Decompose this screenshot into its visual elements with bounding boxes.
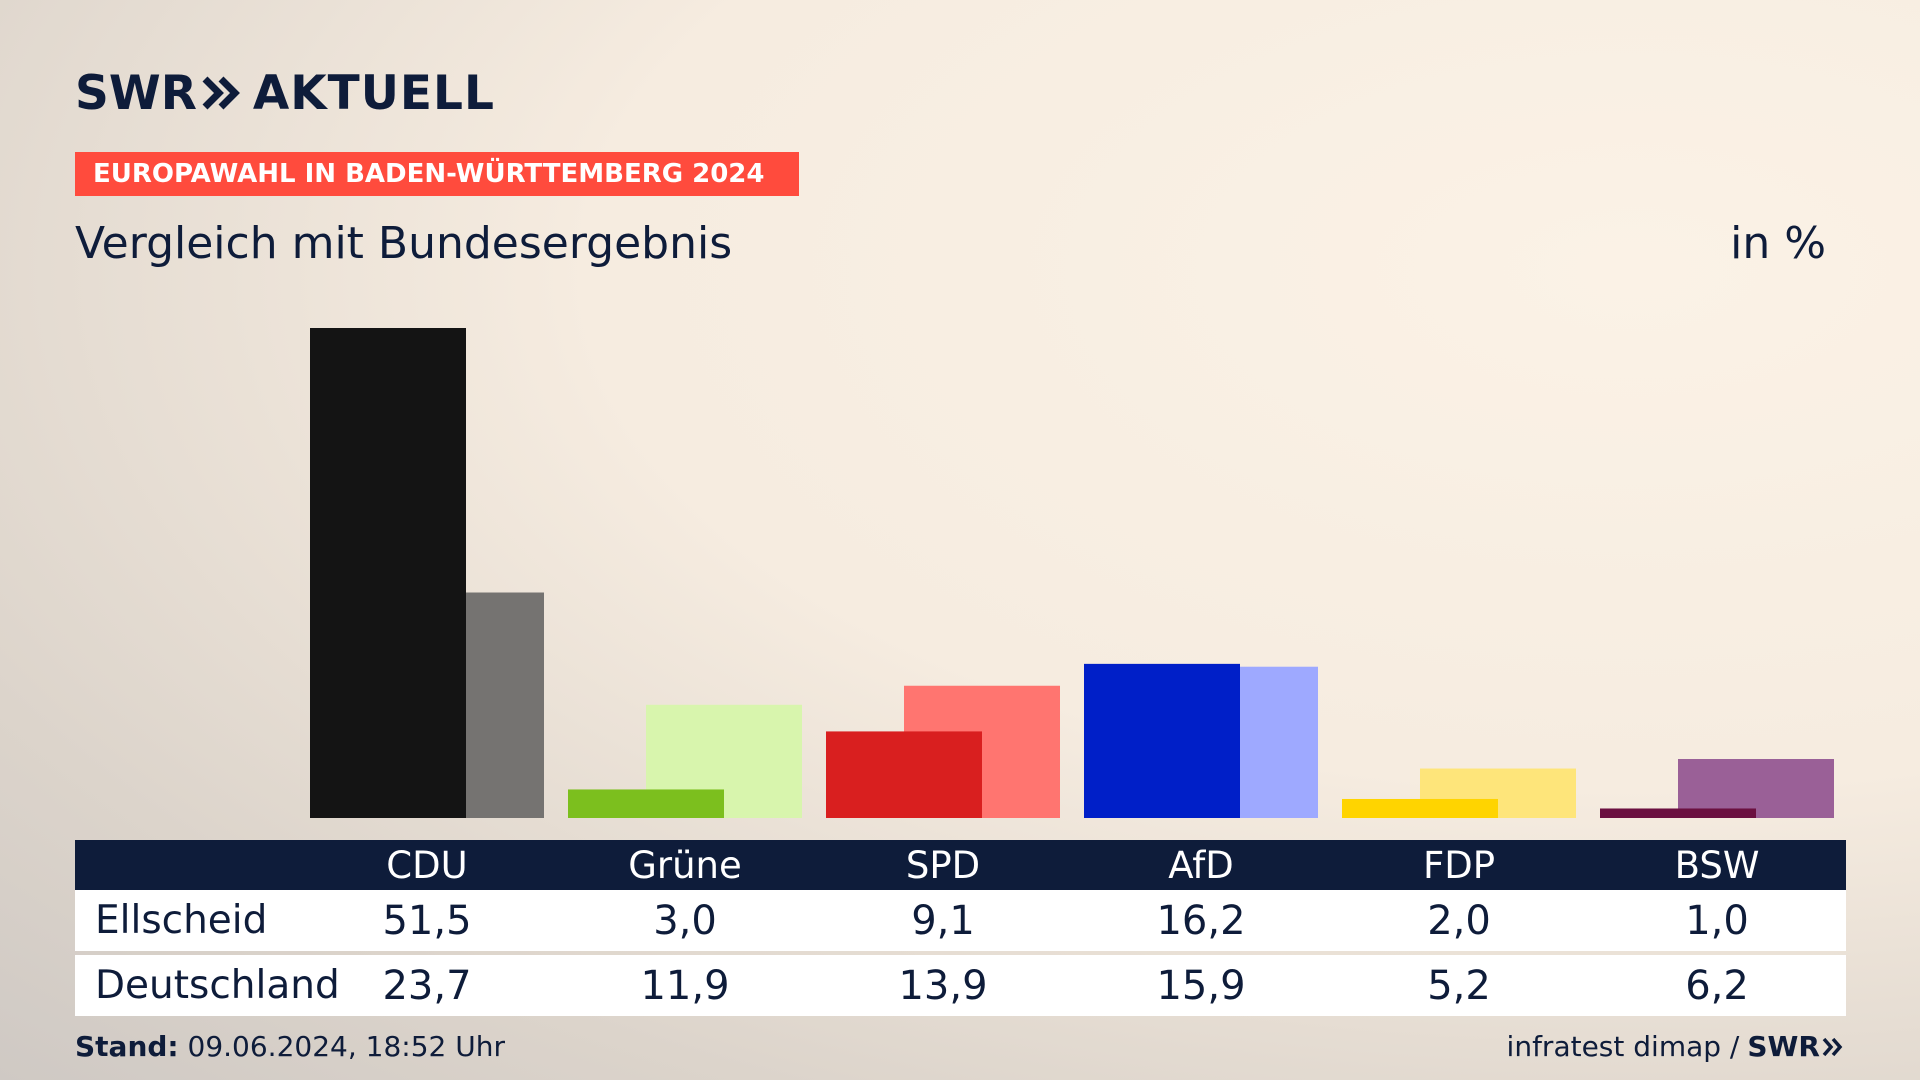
bar-ellscheid-cdu bbox=[310, 328, 466, 818]
party-header-grüne: Grüne bbox=[628, 843, 742, 887]
value-cell: 51,5 bbox=[382, 897, 472, 944]
bar-ellscheid-afd bbox=[1084, 663, 1240, 818]
logo-aktuell-text: AKTUELL bbox=[252, 65, 495, 121]
party-header-fdp: FDP bbox=[1422, 843, 1496, 887]
value-cell: 2,0 bbox=[1427, 897, 1491, 944]
table-row: Ellscheid 51,5 3,0 9,1 16,2 2,0 1,0 bbox=[75, 890, 1846, 951]
row-label-local: Ellscheid bbox=[95, 898, 268, 943]
value-cell: 9,1 bbox=[911, 897, 975, 944]
value-cell: 5,2 bbox=[1427, 962, 1491, 1009]
results-table: CDU Grüne SPD AfD FDP BSW Ellscheid 51,5 3,0 9,… bbox=[75, 840, 1846, 1016]
value-cell: 23,7 bbox=[382, 962, 472, 1009]
source-credit: infratest dimap / SWR bbox=[1507, 1030, 1844, 1063]
double-chevron-icon bbox=[1822, 1037, 1843, 1056]
party-header-spd: SPD bbox=[905, 843, 981, 887]
bar-ellscheid-spd bbox=[826, 731, 982, 818]
value-cell: 6,2 bbox=[1685, 962, 1749, 1009]
timestamp: Stand: 09.06.2024, 18:52 Uhr bbox=[75, 1030, 505, 1063]
bar-ellscheid-fdp bbox=[1342, 798, 1498, 818]
value-cell: 1,0 bbox=[1685, 897, 1749, 944]
chart-subtitle: Vergleich mit Bundesergebnis bbox=[75, 218, 733, 269]
value-cell: 16,2 bbox=[1156, 897, 1246, 944]
swr-aktuell-logo: SWR AKTUELL bbox=[75, 65, 495, 121]
logo-swr-text: SWR bbox=[75, 65, 197, 121]
election-banner: EUROPAWAHL IN BADEN-WÜRTTEMBERG 2024 bbox=[75, 152, 799, 196]
stand-label: Stand: bbox=[75, 1030, 179, 1063]
source-brand: SWR bbox=[1747, 1030, 1820, 1063]
party-header-row: CDU Grüne SPD AfD FDP BSW bbox=[75, 840, 1846, 890]
party-header-cdu: CDU bbox=[386, 843, 468, 887]
value-cell: 13,9 bbox=[898, 962, 988, 1009]
table-row: Deutschland 23,7 11,9 13,9 15,9 5,2 6,2 bbox=[75, 955, 1846, 1016]
party-header-afd: AfD bbox=[1168, 843, 1234, 887]
party-header-bsw: BSW bbox=[1674, 843, 1760, 887]
stand-value: 09.06.2024, 18:52 Uhr bbox=[178, 1030, 505, 1063]
source-text: infratest dimap / bbox=[1506, 1030, 1740, 1063]
double-chevron-icon bbox=[202, 76, 240, 110]
bar-ellscheid-grüne bbox=[568, 789, 724, 818]
value-cell: 15,9 bbox=[1156, 962, 1246, 1009]
unit-label: in % bbox=[1730, 218, 1826, 269]
value-cell: 3,0 bbox=[653, 897, 717, 944]
bar-deutschland-bsw bbox=[1678, 759, 1834, 818]
bar-ellscheid-bsw bbox=[1600, 808, 1756, 818]
value-cell: 11,9 bbox=[640, 962, 730, 1009]
row-label-national: Deutschland bbox=[95, 963, 340, 1008]
